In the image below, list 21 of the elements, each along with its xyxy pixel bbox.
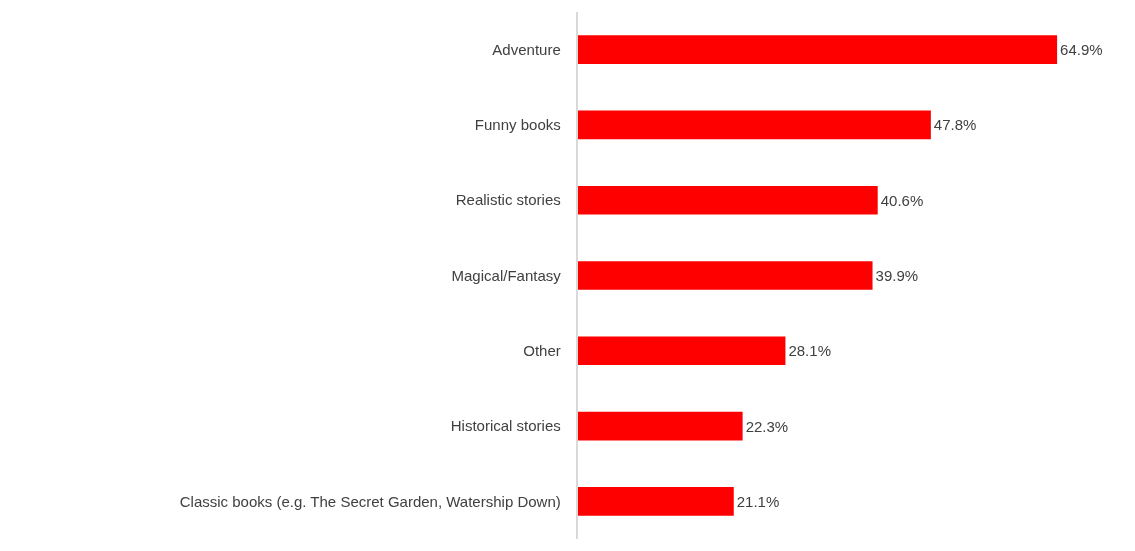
bar xyxy=(578,110,931,140)
bar xyxy=(578,261,873,290)
bar xyxy=(578,487,734,516)
y-tick-label: Adventure xyxy=(492,40,574,58)
bar xyxy=(578,35,1058,64)
data-label: 64.9% xyxy=(1060,41,1103,59)
bar xyxy=(578,185,878,215)
data-label: 47.8% xyxy=(933,116,977,134)
data-label: 22.3% xyxy=(745,417,789,435)
y-tick-label: Realistic stories xyxy=(455,191,574,209)
y-tick-label: Historical stories xyxy=(450,417,574,435)
data-label: 28.1% xyxy=(788,342,831,360)
data-label: 21.1% xyxy=(736,492,780,510)
y-tick-label: Funny books xyxy=(474,116,574,134)
y-tick-label: Magical/Fantasy xyxy=(451,266,574,284)
data-label: 40.6% xyxy=(880,191,924,209)
data-label: 39.9% xyxy=(875,267,919,284)
y-tick-label: Classic books (e.g. The Secret Garden, Watership Down) xyxy=(179,492,574,510)
bar xyxy=(578,411,743,441)
bar xyxy=(578,336,786,366)
y-tick-label: Other xyxy=(523,342,574,360)
